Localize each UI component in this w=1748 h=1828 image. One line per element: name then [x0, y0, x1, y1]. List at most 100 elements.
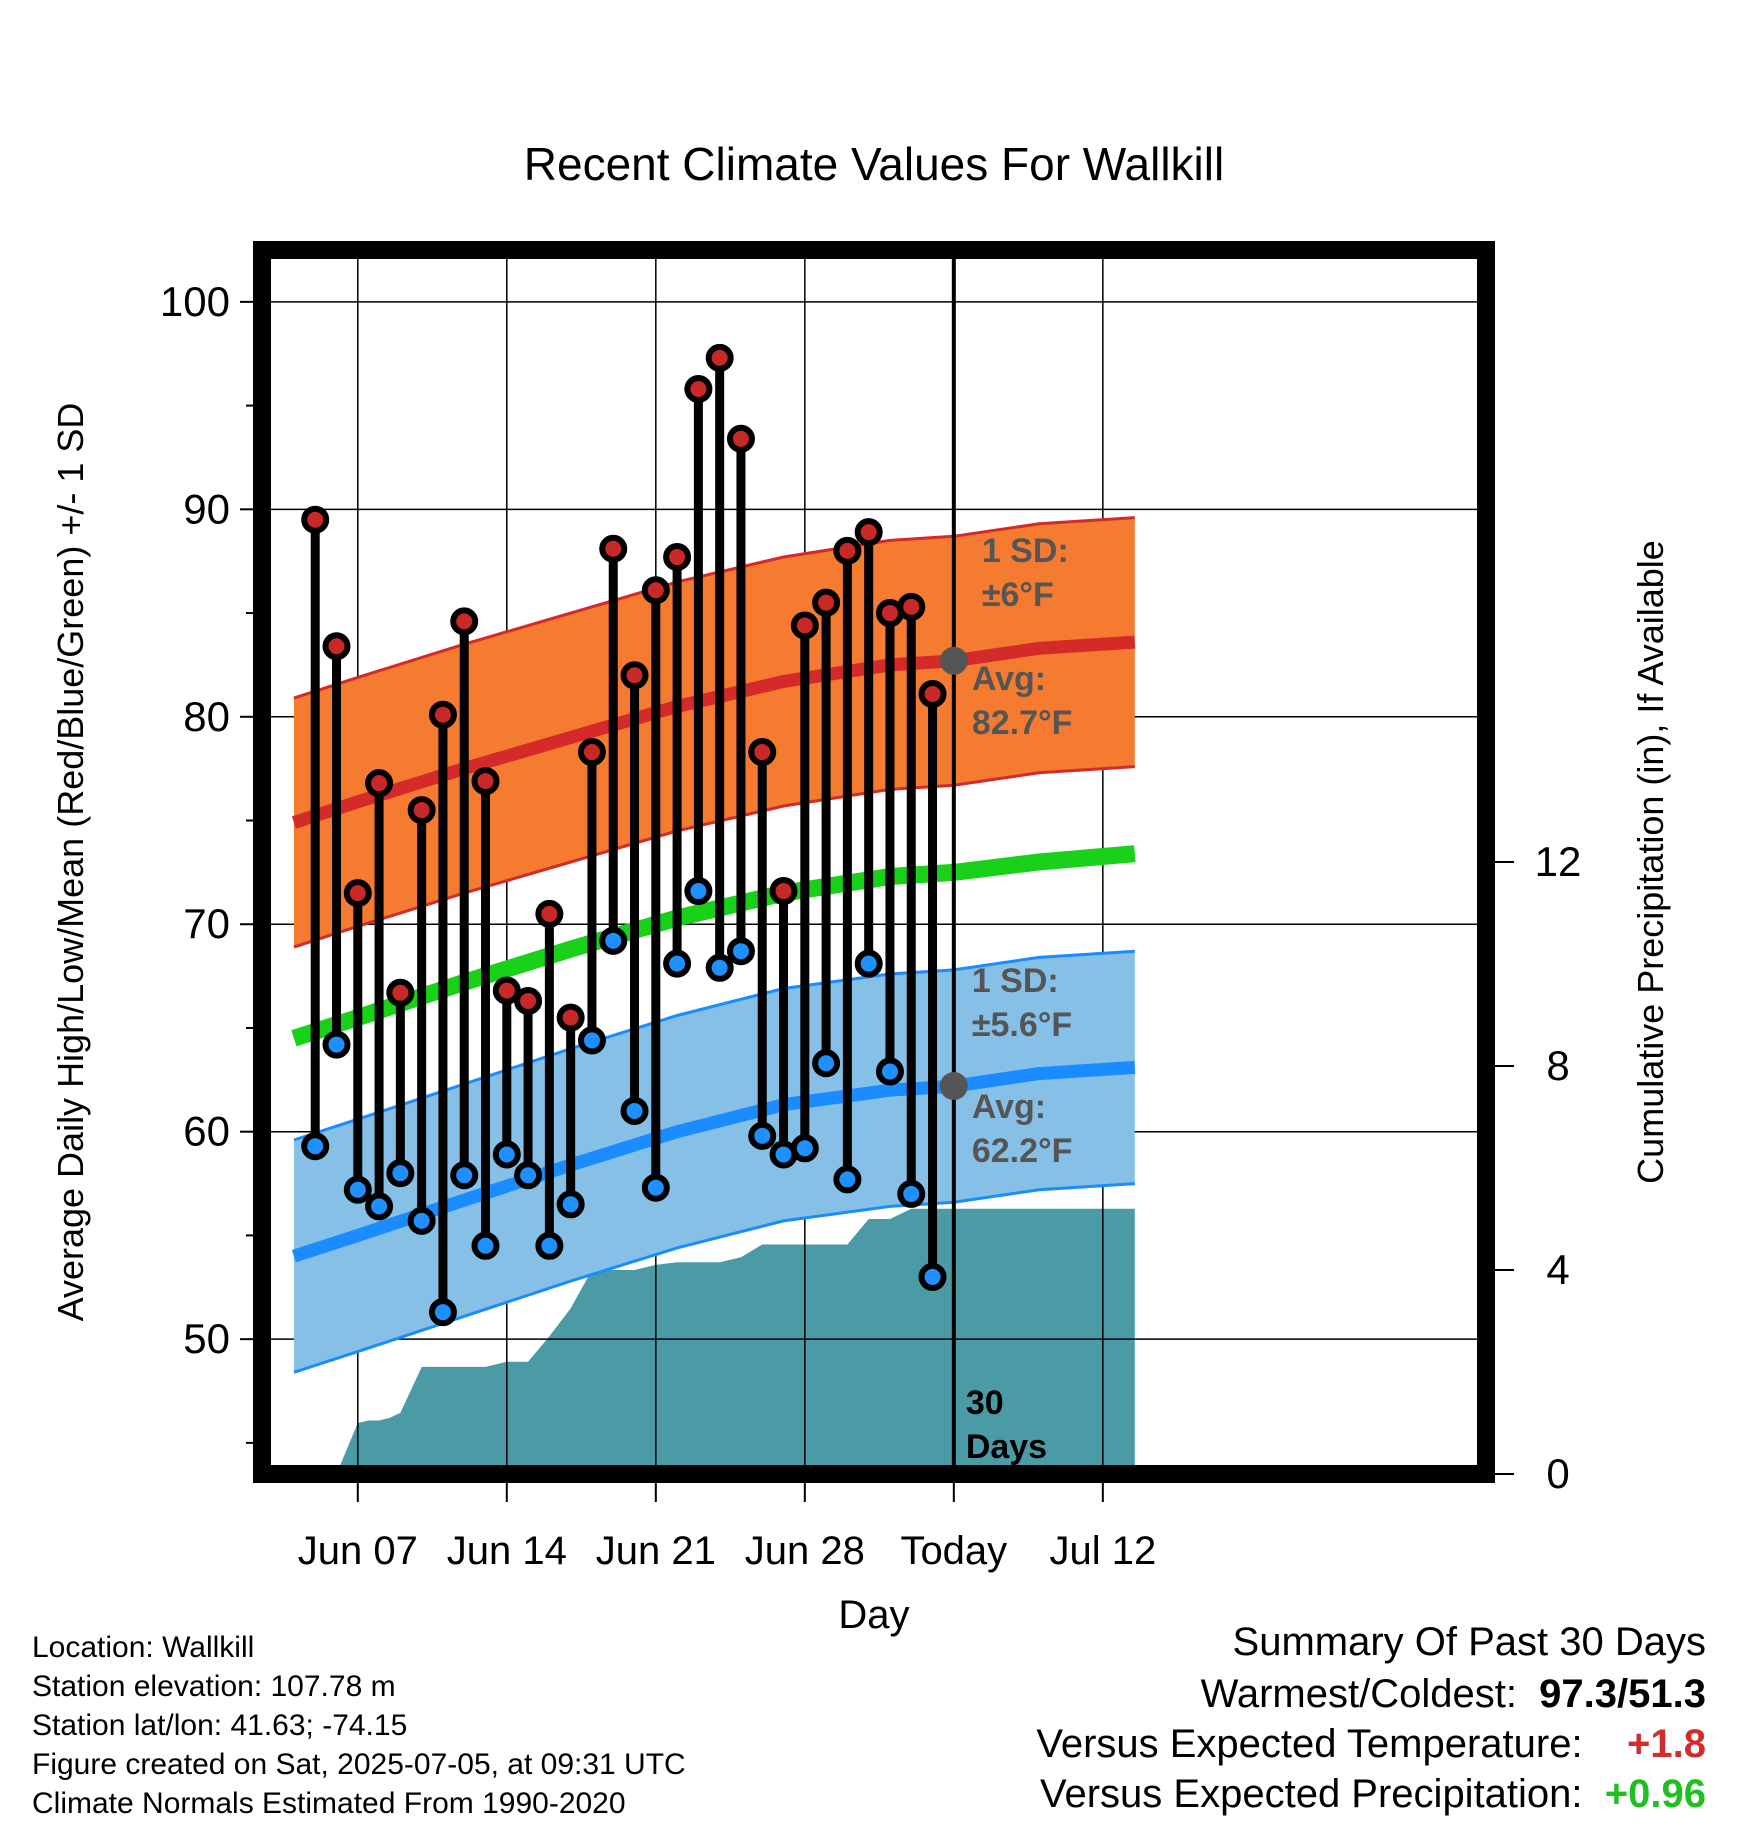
x-tick-label-1: Jun 14	[447, 1529, 567, 1573]
daily-low-point-27	[875, 1057, 904, 1086]
daily-high-point-1	[322, 632, 351, 661]
lbl-hsd-line1: 1 SD:	[982, 532, 1069, 570]
daily-low-point-1	[322, 1030, 351, 1059]
lbl-lavg-line2: 62.2°F	[972, 1132, 1073, 1170]
axes-layer: 50 60 70 80 90 100 0 4 8 12 Jun 07 Jun 14 Jun 21 Jun …	[160, 278, 1581, 1573]
y2-tick-label-2: 8	[1546, 1042, 1569, 1089]
today-label-line2: Days	[966, 1428, 1047, 1466]
daily-low-point-20	[726, 937, 755, 966]
daily-high-point-3	[365, 769, 394, 798]
summary-precip-value: +0.96	[1604, 1772, 1706, 1816]
summary-precipitation: Versus Expected Precipitation: +0.96	[1040, 1772, 1706, 1817]
daily-high-point-10	[514, 986, 543, 1015]
daily-low-point-4	[386, 1159, 415, 1188]
daily-high-point-11	[535, 899, 564, 928]
daily-low-point-14	[599, 926, 628, 955]
x-tick-label-3: Jun 28	[745, 1529, 865, 1573]
y2-tick-label-0: 0	[1546, 1450, 1569, 1497]
today-low-avg-dot	[939, 1072, 968, 1101]
lbl-hsd-line2: ±6°F	[982, 576, 1054, 614]
summary-temperature: Versus Expected Temperature: +1.8	[1036, 1722, 1706, 1767]
daily-low-point-3	[365, 1192, 394, 1221]
daily-low-point-6	[428, 1298, 457, 1327]
daily-high-point-24	[812, 588, 841, 617]
today-days-label: 30 Days	[966, 1384, 1047, 1466]
daily-low-point-11	[535, 1231, 564, 1260]
daily-high-point-13	[577, 738, 606, 767]
daily-low-point-12	[556, 1190, 585, 1219]
daily-high-point-15	[620, 661, 649, 690]
today-marker-layer	[939, 250, 968, 1474]
low-avg-label: Avg: 62.2°F	[972, 1088, 1073, 1170]
daily-low-point-16	[641, 1173, 670, 1202]
summary-extremes-value: 97.3/51.3	[1539, 1672, 1706, 1716]
plot-content	[262, 250, 1486, 1474]
daily-low-point-21	[748, 1121, 777, 1150]
lbl-lsd-line1: 1 SD:	[972, 962, 1059, 1000]
daily-low-point-13	[577, 1026, 606, 1055]
daily-high-point-25	[833, 536, 862, 565]
daily-low-point-15	[620, 1096, 649, 1125]
summary-extremes-label: Warmest/Coldest:	[1200, 1672, 1517, 1716]
daily-high-point-26	[854, 518, 883, 547]
daily-high-point-2	[343, 879, 372, 908]
chart-title: Recent Climate Values For Wallkill	[524, 138, 1224, 190]
y-axis-label: Average Daily High/Low/Mean (Red/Blue/Gr…	[50, 403, 91, 1322]
y-tick-label-4: 90	[183, 485, 230, 532]
daily-high-point-20	[726, 424, 755, 453]
x-axis-label: Day	[838, 1593, 909, 1637]
y2-axis-label: Cumulative Precipitation (in), If Availa…	[1630, 540, 1671, 1184]
daily-high-point-19	[705, 343, 734, 372]
daily-low-point-10	[514, 1161, 543, 1190]
summary-temp-value: +1.8	[1627, 1722, 1706, 1766]
daily-low-point-28	[897, 1179, 926, 1208]
daily-high-point-14	[599, 534, 628, 563]
info-location: Location: Wallkill	[32, 1631, 255, 1664]
daily-low-point-0	[301, 1132, 330, 1161]
daily-low-point-5	[407, 1206, 436, 1235]
summary-title: Summary Of Past 30 Days	[1233, 1620, 1706, 1665]
daily-low-point-29	[918, 1262, 947, 1291]
summary-precip-label: Versus Expected Precipitation:	[1040, 1772, 1583, 1816]
high-normal-line	[291, 635, 1136, 829]
lbl-havg-line2: 82.7°F	[972, 704, 1073, 742]
daily-high-point-6	[428, 700, 457, 729]
summary-extremes: Warmest/Coldest: 97.3/51.3	[1201, 1672, 1706, 1717]
info-normals-period: Climate Normals Estimated From 1990-2020	[32, 1787, 626, 1820]
info-elevation: Station elevation: 107.78 m	[32, 1670, 396, 1703]
low-normal-band-lower-edge	[293, 1182, 1135, 1374]
x-tick-label-4: Today	[900, 1529, 1007, 1573]
daily-high-point-9	[492, 976, 521, 1005]
daily-high-point-8	[471, 767, 500, 796]
y-tick-label-0: 50	[183, 1315, 230, 1362]
lbl-lsd-line2: ±5.6°F	[972, 1006, 1072, 1044]
x-tick-label-0: Jun 07	[298, 1529, 418, 1573]
low-normal-band	[293, 951, 1135, 1373]
info-latlon: Station lat/lon: 41.63; -74.15	[32, 1709, 408, 1742]
daily-high-point-22	[769, 877, 798, 906]
daily-high-point-12	[556, 1003, 585, 1032]
high-normal-band-lower-edge	[293, 765, 1135, 949]
daily-high-point-23	[790, 611, 819, 640]
plot-frame	[253, 241, 1495, 1483]
daily-high-point-0	[301, 505, 330, 534]
daily-high-point-4	[386, 978, 415, 1007]
normal-annotations: 1 SD: ±6°F Avg: 82.7°F 1 SD: ±5.6°F Avg: 62.…	[966, 532, 1073, 1466]
daily-low-point-24	[812, 1049, 841, 1078]
lbl-lavg-line1: Avg:	[972, 1088, 1046, 1126]
today-high-avg-dot	[939, 646, 968, 675]
summary-temp-label: Versus Expected Temperature:	[1036, 1722, 1583, 1766]
low-normal-band-upper-edge	[293, 949, 1135, 1142]
daily-low-point-8	[471, 1231, 500, 1260]
daily-low-point-17	[663, 949, 692, 978]
low-sd-label: 1 SD: ±5.6°F	[972, 962, 1072, 1044]
daily-high-point-29	[918, 679, 947, 708]
high-normal-band-upper-edge	[293, 516, 1135, 700]
daily-low-point-19	[705, 953, 734, 982]
daily-high-point-28	[897, 592, 926, 621]
daily-high-point-17	[663, 543, 692, 572]
x-tick-label-2: Jun 21	[596, 1529, 716, 1573]
y-tick-label-2: 70	[183, 900, 230, 947]
daily-high-point-5	[407, 796, 436, 825]
